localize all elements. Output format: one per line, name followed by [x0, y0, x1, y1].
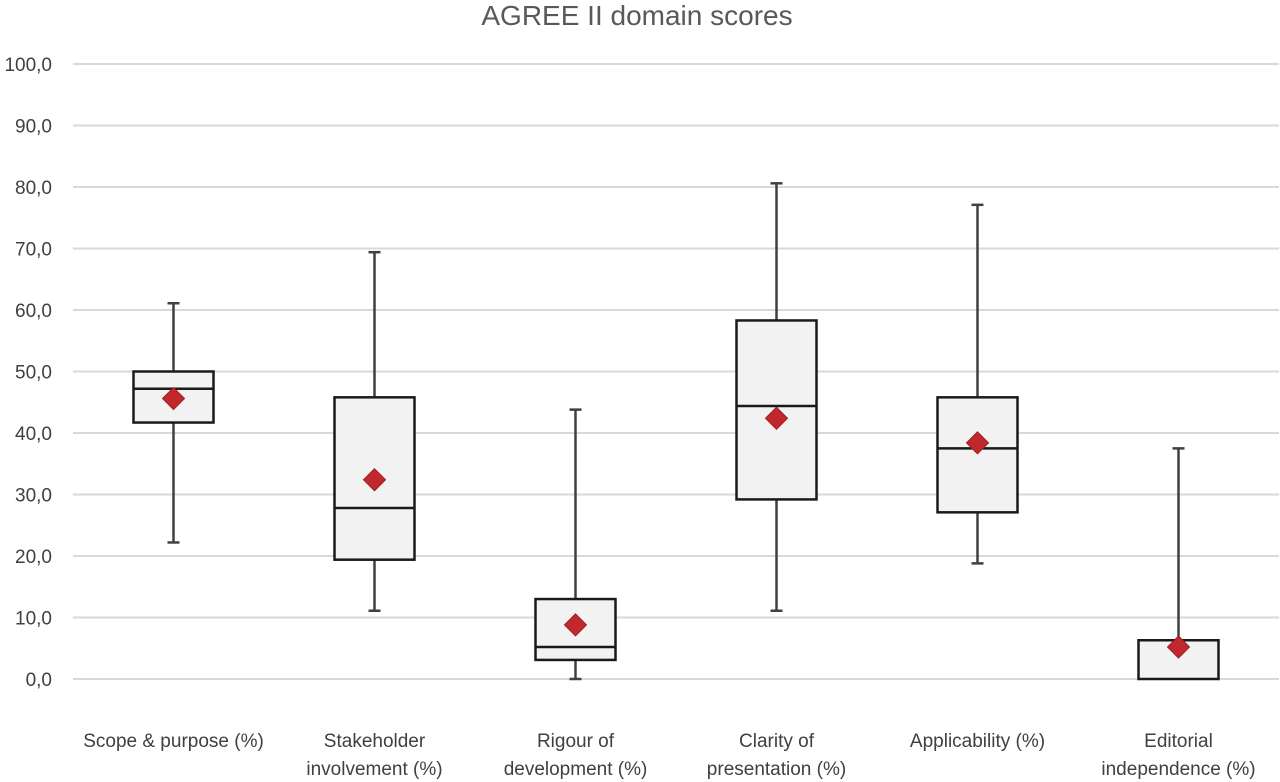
mean-marker: [764, 406, 789, 430]
mean-marker: [1166, 635, 1191, 659]
mean-marker: [563, 613, 588, 637]
x-category-label: Editorial independence (%): [1101, 731, 1255, 780]
y-tick-label: 10,0: [15, 609, 52, 630]
chart-title: AGREE II domain scores: [481, 0, 792, 31]
y-tick-label: 80,0: [15, 178, 52, 199]
y-tick-label: 60,0: [15, 301, 52, 322]
mean-marker: [362, 468, 387, 492]
box-group: [936, 203, 1019, 565]
y-axis-ticks: 0,0 10,0 20,0 30,0 40,0 50,0 60,0 70,0 80,0 90,0 1…: [4, 55, 52, 691]
box-group: [534, 408, 617, 681]
category-labels: Scope & purpose (%) Stakeholder involvemen…: [83, 731, 1255, 780]
iqr-box: [936, 396, 1019, 514]
y-tick-label: 90,0: [15, 117, 52, 138]
x-category-label: Stakeholder involvement (%): [306, 731, 442, 780]
x-category-label: Rigour of development (%): [504, 731, 648, 780]
x-category-label: Clarity of presentation (%): [707, 731, 846, 780]
y-tick-label: 100,0: [4, 55, 52, 76]
y-tick-label: 70,0: [15, 240, 52, 261]
box-group: [735, 182, 818, 612]
y-tick-label: 40,0: [15, 424, 52, 445]
x-category-label: Scope & purpose (%): [83, 731, 264, 752]
box-group: [1137, 447, 1220, 681]
y-tick-label: 50,0: [15, 363, 52, 384]
mean-marker: [161, 386, 186, 411]
y-tick-label: 20,0: [15, 547, 52, 568]
box-group: [132, 301, 215, 544]
x-category-label: Applicability (%): [910, 731, 1045, 752]
mean-marker: [965, 431, 990, 455]
y-tick-label: 0,0: [26, 670, 52, 691]
y-tick-label: 30,0: [15, 486, 52, 507]
box-group: [333, 250, 416, 612]
boxes: [132, 182, 1220, 681]
gridlines: [73, 63, 1279, 680]
